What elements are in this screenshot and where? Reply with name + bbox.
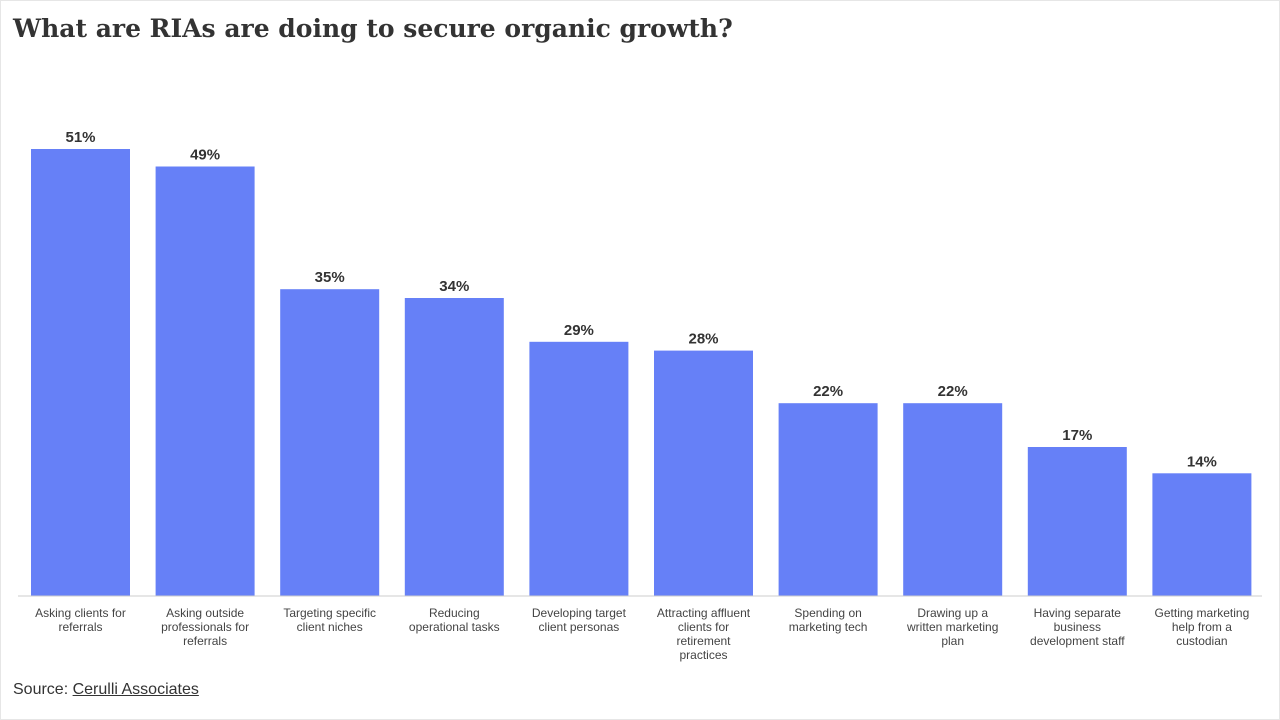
category-label-7: Spending on marketing tech [789, 606, 868, 634]
category-label-line: Targeting specific [283, 606, 376, 620]
bar-value-label-2: 49% [190, 147, 220, 164]
category-label-line: Getting marketing [1155, 606, 1250, 620]
category-label-line: help from a [1172, 620, 1232, 634]
category-label-8: Drawing up a written marketing plan [906, 606, 998, 648]
category-label-line: Asking outside [166, 606, 244, 620]
category-label-line: development staff [1030, 634, 1125, 648]
bar-value-label-10: 14% [1187, 453, 1217, 470]
bar-value-label-5: 29% [564, 322, 594, 339]
bar-8 [903, 403, 1003, 596]
bar-value-label-6: 28% [688, 331, 718, 348]
bar-2 [155, 166, 255, 596]
category-label-line: professionals for [161, 620, 249, 634]
category-label-1: Asking clients for referrals [35, 606, 126, 634]
bar-value-label-4: 34% [439, 278, 469, 295]
category-label-6: Attracting affluent clients for retirement… [657, 606, 751, 662]
source-line: Source: Cerulli Associates [13, 681, 199, 699]
category-label-line: referrals [183, 634, 227, 648]
category-label-line: retirement [676, 634, 731, 648]
category-label-line: clients for [678, 620, 729, 634]
bar-value-label-8: 22% [938, 383, 968, 400]
bar-value-label-9: 17% [1062, 427, 1092, 444]
category-label-line: custodian [1176, 634, 1227, 648]
category-label-line: client personas [539, 620, 620, 634]
category-label-3: Targeting specific client niches [283, 606, 376, 634]
labels-layer: 51%Asking clients for referrals49%Asking … [35, 129, 1249, 662]
bar-5 [529, 341, 629, 596]
bar-value-label-3: 35% [315, 269, 345, 286]
category-label-line: business [1054, 620, 1101, 634]
category-label-line: Asking clients for [35, 606, 126, 620]
bar-3 [280, 289, 380, 596]
category-label-line: referrals [58, 620, 102, 634]
category-label-line: Spending on [794, 606, 861, 620]
source-link[interactable]: Cerulli Associates [72, 681, 199, 698]
category-label-line: Attracting affluent [657, 606, 751, 620]
category-label-4: Reducing operational tasks [409, 606, 500, 634]
bar-4 [404, 298, 504, 596]
category-label-10: Getting marketing help from a custodian [1155, 606, 1250, 648]
category-label-9: Having separate business development staff [1030, 606, 1125, 648]
bar-9 [1027, 447, 1127, 596]
category-label-line: Developing target [532, 606, 627, 620]
bar-10 [1152, 473, 1252, 596]
category-label-line: Having separate [1034, 606, 1122, 620]
category-label-5: Developing target client personas [532, 606, 627, 634]
category-label-2: Asking outside professionals for referrals [161, 606, 249, 648]
bars-layer [31, 149, 1252, 596]
category-label-line: Reducing [429, 606, 480, 620]
bar-value-label-7: 22% [813, 383, 843, 400]
category-label-line: Drawing up a [917, 606, 988, 620]
chart-title: What are RIAs are doing to secure organi… [13, 14, 733, 43]
category-label-line: practices [679, 648, 727, 662]
category-label-line: marketing tech [789, 620, 868, 634]
category-label-line: plan [941, 634, 964, 648]
category-label-line: written marketing [906, 620, 998, 634]
bar-7 [778, 403, 878, 596]
bar-6 [654, 350, 753, 596]
bar-1 [31, 149, 130, 596]
source-prefix: Source: [13, 681, 73, 698]
bar-value-label-1: 51% [65, 129, 95, 146]
category-label-line: client niches [297, 620, 363, 634]
category-label-line: operational tasks [409, 620, 500, 634]
